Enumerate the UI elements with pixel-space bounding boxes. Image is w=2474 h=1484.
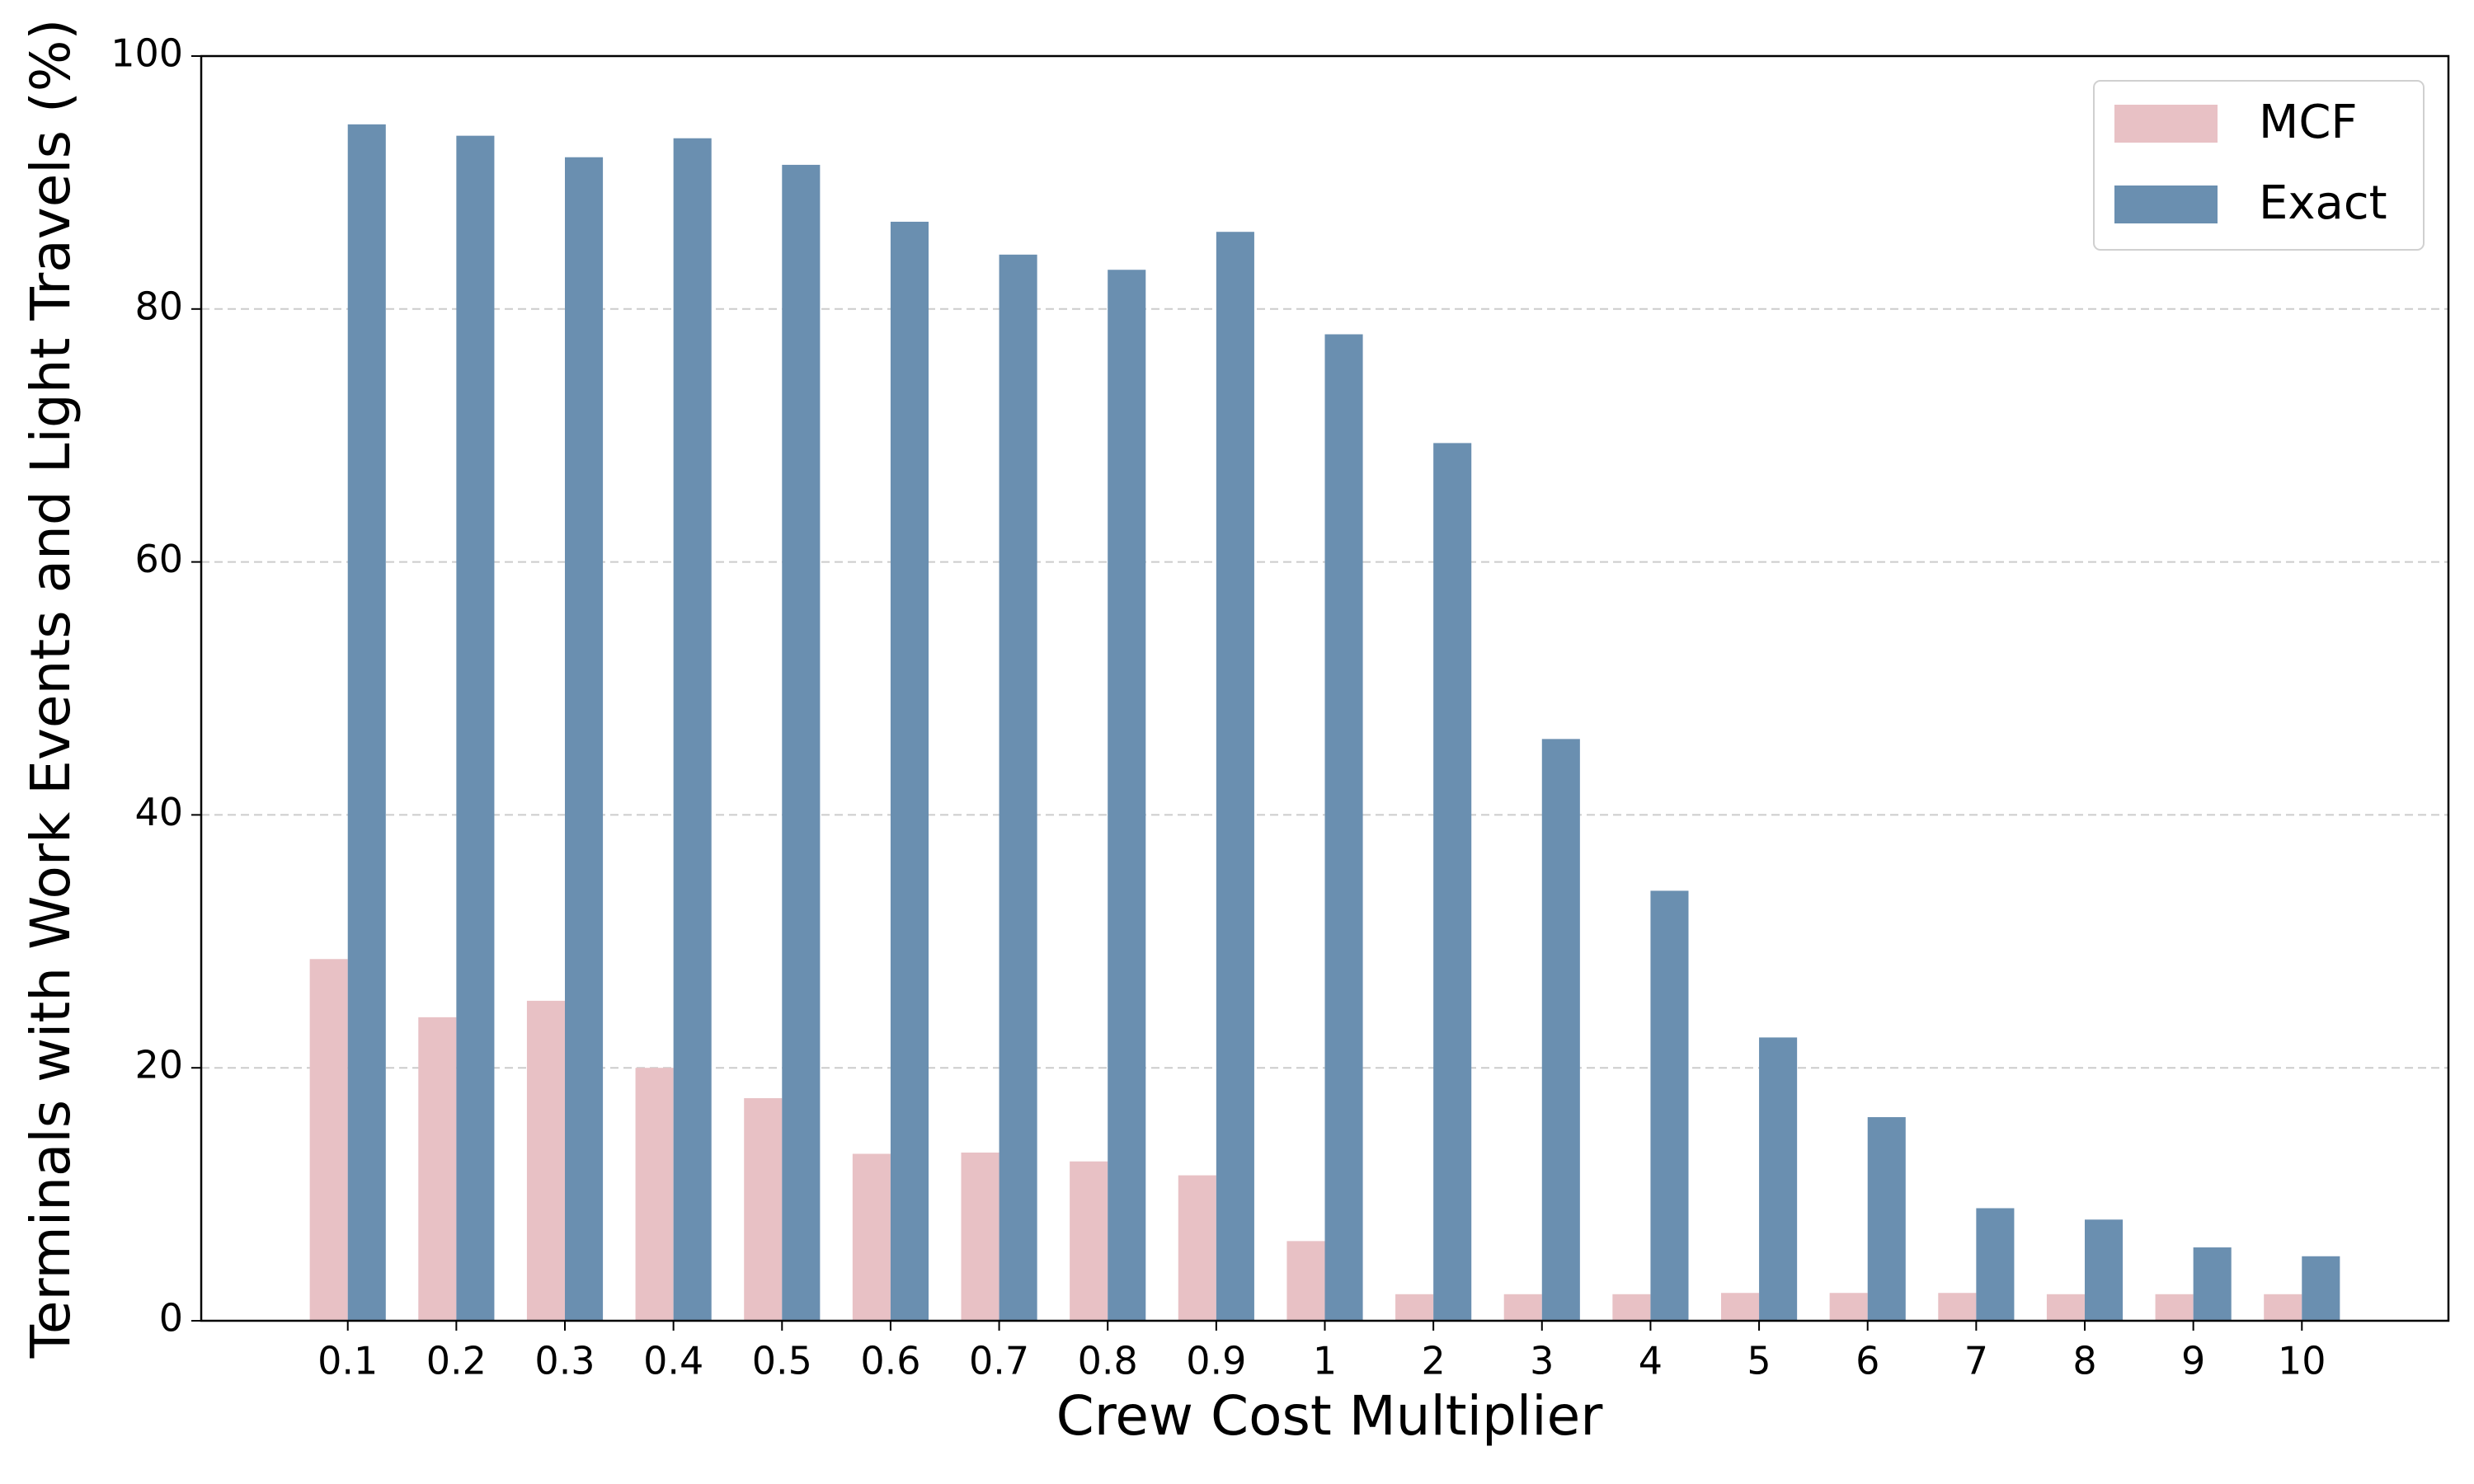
bar	[347, 124, 386, 1322]
bar	[673, 138, 712, 1322]
legend-swatch	[2114, 105, 2218, 143]
bar	[2155, 1294, 2194, 1321]
x-tick-label: 10	[2278, 1339, 2326, 1383]
x-tick-label: 0.1	[317, 1339, 378, 1383]
bar	[2193, 1247, 2232, 1321]
bar	[1650, 890, 1689, 1321]
y-tick-label: 100	[111, 31, 183, 76]
x-tick-label: 0.2	[426, 1339, 487, 1383]
bar	[456, 135, 495, 1322]
y-tick-label: 0	[159, 1296, 183, 1341]
x-tick-label: 0.4	[643, 1339, 703, 1383]
bar	[1178, 1175, 1216, 1321]
bar	[1612, 1294, 1651, 1321]
bar	[565, 157, 604, 1322]
y-tick-label: 40	[134, 790, 183, 834]
y-axis-label: Terminals with Work Events and Light Tra…	[19, 19, 82, 1359]
bar	[1433, 443, 1472, 1321]
legend-label: MCF	[2259, 96, 2358, 149]
bar	[1108, 270, 1146, 1322]
bar	[1829, 1293, 1868, 1321]
x-tick-label: 0.7	[969, 1339, 1029, 1383]
x-tick-label: 9	[2181, 1339, 2205, 1383]
legend-swatch	[2114, 186, 2218, 223]
x-tick-label: 3	[1530, 1339, 1554, 1383]
bar	[2046, 1294, 2085, 1321]
bar	[782, 164, 821, 1322]
x-tick-label: 0.3	[534, 1339, 595, 1383]
bar	[961, 1152, 999, 1321]
x-tick-label: 1	[1313, 1339, 1337, 1383]
y-tick-label: 80	[134, 284, 183, 328]
legend-label: Exact	[2259, 176, 2387, 230]
x-tick-label: 4	[1639, 1339, 1663, 1383]
bar	[2264, 1294, 2302, 1321]
x-tick-label: 0.6	[860, 1339, 920, 1383]
bar	[999, 254, 1037, 1321]
bar	[526, 1000, 566, 1321]
bar	[1720, 1293, 1760, 1321]
bar	[1541, 739, 1580, 1321]
x-tick-label: 7	[1964, 1339, 1988, 1383]
bar	[1867, 1117, 1906, 1321]
x-tick-label: 0.8	[1078, 1339, 1138, 1383]
bar	[1286, 1241, 1325, 1321]
x-tick-label: 0.5	[752, 1339, 812, 1383]
y-tick-label: 60	[134, 537, 183, 581]
x-tick-label: 8	[2072, 1339, 2096, 1383]
x-tick-label: 2	[1422, 1339, 1446, 1383]
x-tick-label: 5	[1747, 1339, 1771, 1383]
bar	[309, 959, 348, 1321]
bar	[1070, 1161, 1108, 1321]
bar	[1395, 1294, 1434, 1321]
bar	[852, 1153, 891, 1321]
x-tick-label: 0.9	[1186, 1339, 1246, 1383]
y-tick-label: 20	[134, 1043, 183, 1087]
bar	[1759, 1037, 1798, 1321]
bar	[418, 1017, 457, 1321]
bar	[1503, 1294, 1542, 1321]
bar	[1216, 232, 1254, 1321]
plot-frame	[200, 54, 2450, 1322]
bar	[635, 1068, 674, 1321]
x-tick-label: 6	[1856, 1339, 1879, 1383]
bar	[744, 1098, 783, 1321]
bar	[890, 221, 929, 1322]
x-axis-label: Crew Cost Multiplier	[1056, 1384, 1604, 1448]
bar	[2302, 1256, 2340, 1321]
bar	[1976, 1208, 2015, 1321]
bar	[2084, 1219, 2124, 1321]
bar	[1938, 1293, 1977, 1321]
bar	[1324, 334, 1363, 1322]
